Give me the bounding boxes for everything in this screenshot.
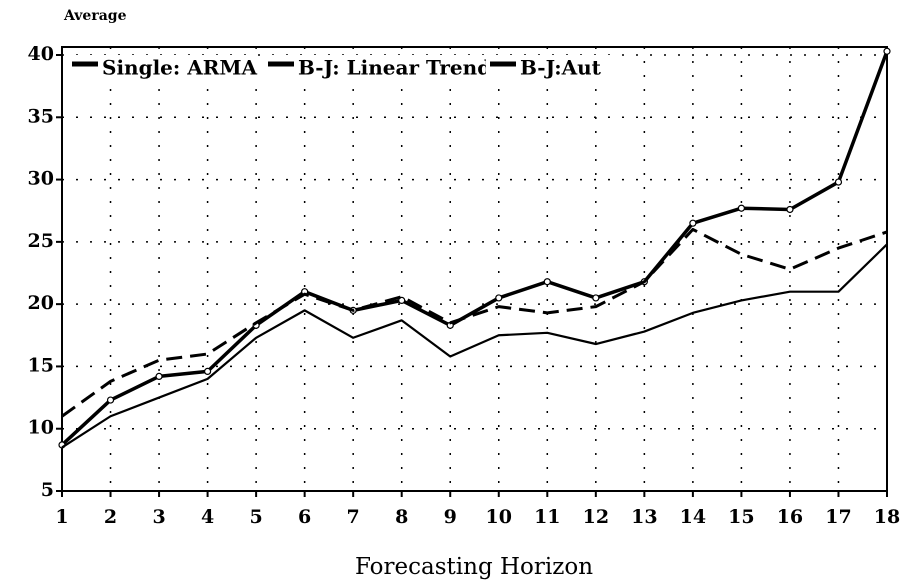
y-tick-label: 20 [28, 292, 54, 314]
series-marker [495, 294, 503, 302]
series-marker [592, 294, 600, 302]
x-tick-label: 10 [486, 506, 512, 528]
series-line [61, 243, 888, 449]
y-tick-label: 25 [28, 230, 54, 252]
legend-label: Single: ARMA [102, 56, 258, 80]
plot-frame [61, 46, 888, 492]
x-tick-label: 9 [444, 506, 457, 528]
y-tick-label: 5 [41, 479, 54, 501]
x-tick-label: 1 [55, 506, 68, 528]
x-tick-label: 7 [347, 506, 360, 528]
series-marker [106, 396, 115, 404]
series-marker [834, 178, 843, 186]
legend-label: B-J: Linear Trend [298, 56, 491, 80]
y-tick-label: 35 [28, 105, 54, 127]
x-tick-label: 3 [152, 506, 165, 528]
series-marker [398, 296, 406, 305]
y-tick-label: 40 [28, 43, 54, 65]
x-tick-label: 14 [680, 506, 706, 528]
x-tick-label: 11 [534, 506, 560, 528]
y-axis-label: Average [63, 8, 127, 24]
x-tick-label: 13 [631, 506, 657, 528]
series-line [61, 227, 888, 418]
legend-bg [264, 55, 494, 79]
x-tick-label: 18 [874, 506, 900, 528]
legend-bg [68, 55, 258, 79]
x-tick-label: 4 [201, 506, 214, 528]
legend-bg [486, 55, 616, 79]
x-tick-label: 5 [250, 506, 263, 528]
series-marker [543, 278, 551, 286]
x-tick-label: 16 [777, 506, 803, 528]
x-tick-label: 6 [298, 506, 311, 528]
x-tick-label: 8 [395, 506, 408, 528]
series-marker [883, 47, 891, 55]
series-marker [786, 205, 794, 214]
series-line [60, 50, 889, 447]
x-tick-label: 2 [104, 506, 117, 528]
series-marker [203, 367, 212, 376]
x-axis-label: Forecasting Horizon [355, 554, 593, 580]
legend-label: B-J:Aut [520, 56, 602, 80]
series-marker [689, 219, 697, 227]
x-tick-label: 15 [728, 506, 754, 528]
y-tick-label: 30 [28, 168, 54, 190]
series-marker [737, 204, 746, 212]
y-tick-label: 10 [28, 417, 54, 439]
y-tick-label: 15 [28, 354, 54, 376]
x-tick-label: 17 [825, 506, 851, 528]
series-marker [155, 372, 163, 380]
x-tick-label: 12 [583, 506, 609, 528]
